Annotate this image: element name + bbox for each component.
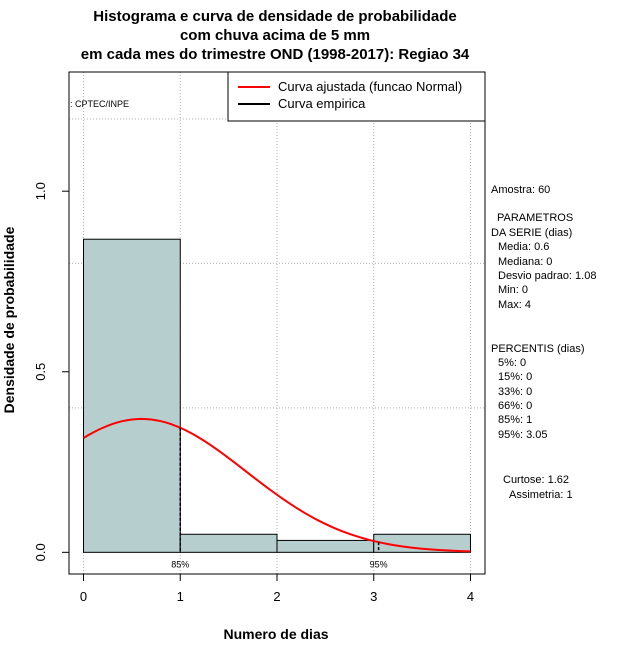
x-axis-title: Numero de dias bbox=[223, 626, 328, 642]
stat-amostra: Amostra: 60 bbox=[491, 184, 550, 196]
fitted-normal-curve bbox=[83, 417, 471, 553]
chart-title-line-2: com chuva acima de 5 mm bbox=[180, 27, 370, 44]
y-tick-label-2: 1.0 bbox=[33, 182, 48, 200]
legend-label-empirical: Curva empirica bbox=[278, 96, 366, 111]
stat-mediana: Mediana: 0 bbox=[498, 256, 552, 268]
stat-assimetria: Assimetria: 1 bbox=[509, 489, 573, 501]
curve-layer bbox=[83, 417, 471, 553]
percentile-label-1: 95% bbox=[370, 559, 388, 569]
stat-parametros-title-2: DA SERIE (dias) bbox=[491, 227, 572, 239]
legend-box bbox=[227, 71, 486, 122]
y-axis: 0.0 0.5 1.0 bbox=[33, 182, 70, 561]
stat-p33: 33%: 0 bbox=[498, 386, 532, 398]
y-axis-title: Densidade de probabilidade bbox=[1, 226, 17, 413]
stat-curtose: Curtose: 1.62 bbox=[503, 474, 569, 486]
stat-p66: 66%: 0 bbox=[498, 400, 532, 412]
stat-p85: 85%: 1 bbox=[498, 414, 532, 426]
legend-label-fitted: Curva ajustada (funcao Normal) bbox=[278, 79, 462, 94]
stats-panel: Amostra: 60 PARAMETROS DA SERIE (dias) M… bbox=[491, 184, 596, 501]
y-tick-label-0: 0.0 bbox=[33, 543, 48, 561]
chart-title-line-1: Histograma e curva de densidade de proba… bbox=[93, 8, 456, 25]
stat-p15: 15%: 0 bbox=[498, 371, 532, 383]
bars-layer bbox=[83, 238, 471, 553]
x-tick-label-3: 3 bbox=[370, 589, 377, 604]
stat-parametros-title-1: PARAMETROS bbox=[497, 212, 573, 224]
x-tick-label-0: 0 bbox=[80, 589, 87, 604]
credit-text: : CPTEC/INPE bbox=[70, 99, 129, 109]
histogram-bar-0 bbox=[83, 238, 181, 553]
histogram-bar-3 bbox=[373, 533, 471, 553]
chart-title-line-3: em cada mes do trimestre OND (1998-2017)… bbox=[81, 46, 470, 63]
stat-max: Max: 4 bbox=[498, 299, 531, 311]
stat-p95: 95%: 3.05 bbox=[498, 429, 548, 441]
legend: Curva ajustada (funcao Normal) Curva emp… bbox=[227, 71, 486, 122]
percentile-label-0: 85% bbox=[171, 559, 189, 569]
stat-desvio: Desvio padrao: 1.08 bbox=[498, 270, 596, 282]
x-tick-label-2: 2 bbox=[273, 589, 280, 604]
stat-min: Min: 0 bbox=[498, 284, 528, 296]
histogram-bar-2 bbox=[276, 539, 375, 553]
x-axis: 0 1 2 3 4 bbox=[80, 573, 474, 604]
histogram-bar-1 bbox=[179, 533, 278, 553]
stat-p5: 5%: 0 bbox=[498, 357, 526, 369]
y-tick-label-1: 0.5 bbox=[33, 363, 48, 381]
markers-layer: 85% 95% bbox=[171, 427, 388, 569]
stat-percentis-title: PERCENTIS (dias) bbox=[491, 343, 585, 355]
stat-media: Media: 0.6 bbox=[498, 241, 549, 253]
x-tick-label-1: 1 bbox=[177, 589, 184, 604]
x-tick-label-4: 4 bbox=[467, 589, 474, 604]
